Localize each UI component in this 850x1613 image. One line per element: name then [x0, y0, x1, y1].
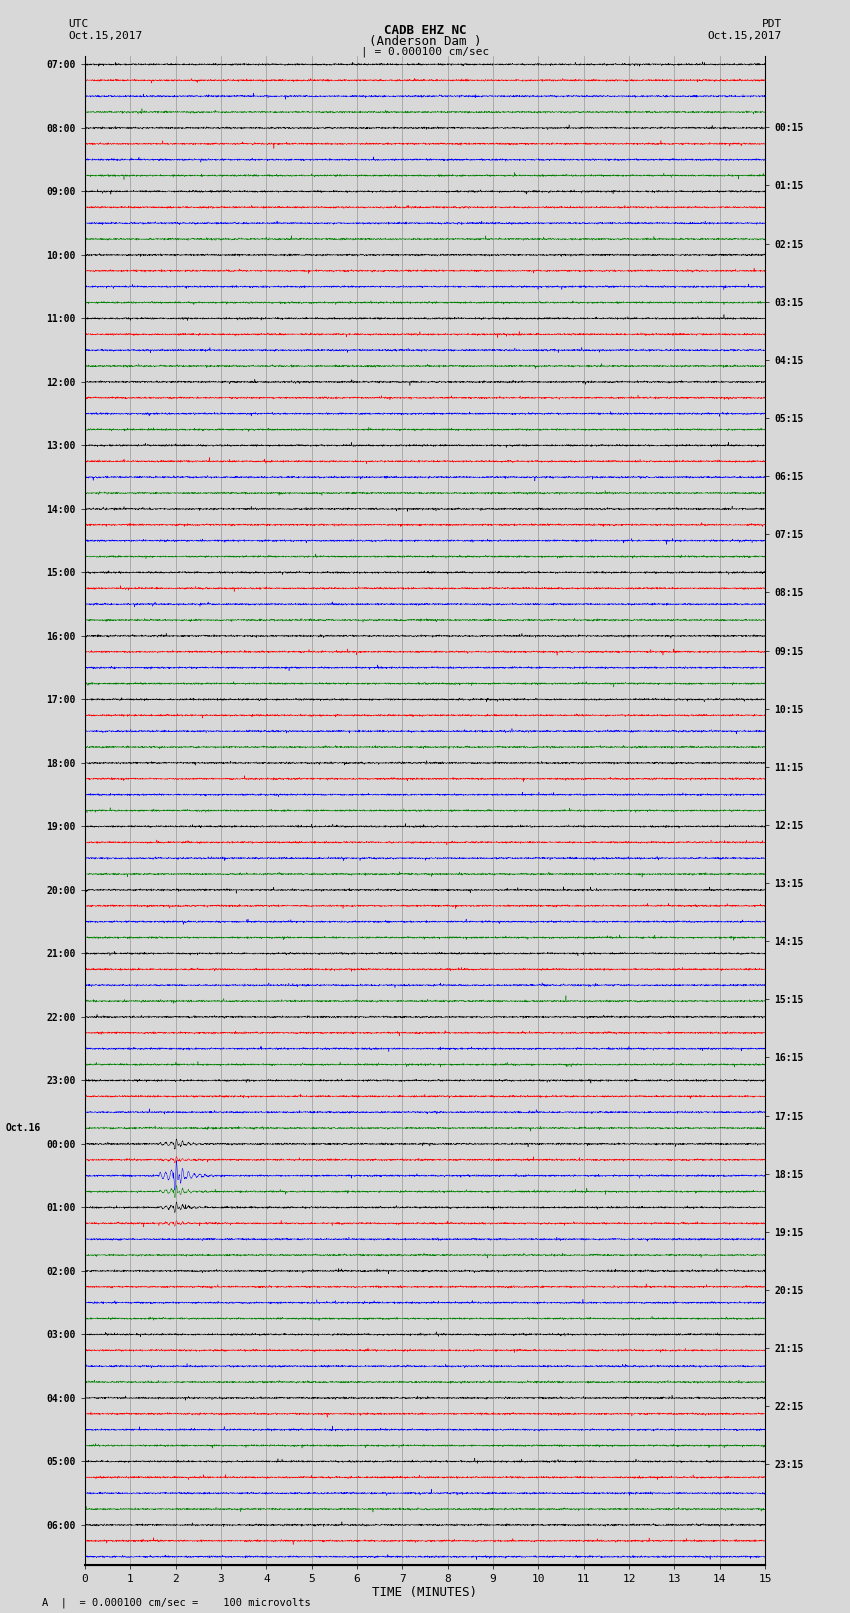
Text: Oct.15,2017: Oct.15,2017: [708, 31, 782, 40]
Text: (Anderson Dam ): (Anderson Dam ): [369, 35, 481, 48]
Text: PDT: PDT: [762, 19, 782, 29]
Text: Oct.15,2017: Oct.15,2017: [68, 31, 142, 40]
Text: CADB EHZ NC: CADB EHZ NC: [383, 24, 467, 37]
X-axis label: TIME (MINUTES): TIME (MINUTES): [372, 1587, 478, 1600]
Text: A  |  = 0.000100 cm/sec =    100 microvolts: A | = 0.000100 cm/sec = 100 microvolts: [42, 1597, 311, 1608]
Text: UTC: UTC: [68, 19, 88, 29]
Text: | = 0.000100 cm/sec: | = 0.000100 cm/sec: [361, 47, 489, 58]
Text: Oct.16: Oct.16: [6, 1123, 41, 1132]
